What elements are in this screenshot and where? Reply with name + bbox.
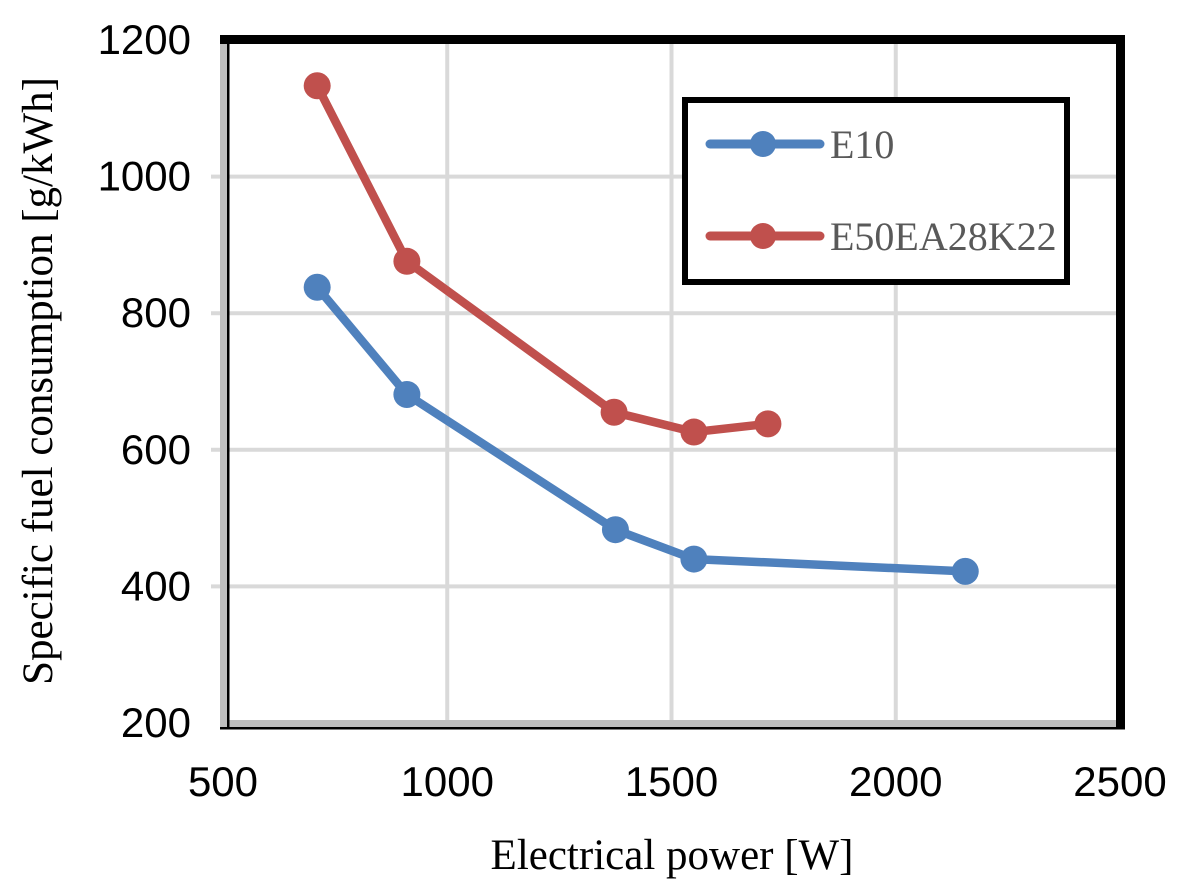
y-axis-title: Specific fuel consumption [g/kWh] bbox=[15, 77, 62, 685]
data-point-e50ea28k22 bbox=[393, 247, 421, 275]
plot-frame bbox=[220, 35, 1125, 730]
x-tick-label: 2000 bbox=[849, 758, 942, 805]
series-layer bbox=[303, 72, 979, 585]
data-point-e50ea28k22 bbox=[754, 410, 782, 438]
data-point-e50ea28k22 bbox=[680, 418, 708, 446]
data-point-e10 bbox=[680, 545, 708, 573]
x-axis-line bbox=[220, 727, 1125, 730]
y-tick-label: 600 bbox=[121, 426, 191, 473]
y-tick-label: 400 bbox=[121, 562, 191, 609]
data-point-e10 bbox=[303, 273, 331, 301]
x-tick-labels: 500 1000 1500 2000 2500 bbox=[188, 758, 1167, 805]
x-tick-label: 500 bbox=[188, 758, 258, 805]
x-axis-bar bbox=[220, 720, 1116, 727]
y-tick-label: 1000 bbox=[98, 153, 191, 200]
legend: E10 E50EA28K22 bbox=[682, 97, 1070, 285]
data-point-e50ea28k22 bbox=[303, 72, 331, 100]
x-tick-label: 1500 bbox=[625, 758, 718, 805]
y-tick-label: 800 bbox=[121, 289, 191, 336]
legend-marker-e50ea28k22 bbox=[750, 223, 776, 249]
x-tick-label: 2500 bbox=[1073, 758, 1166, 805]
series-line-e10 bbox=[312, 282, 970, 576]
data-point-e10 bbox=[951, 557, 979, 585]
y-axis-line bbox=[227, 44, 230, 730]
x-tick-label: 1000 bbox=[401, 758, 494, 805]
x-axis-title: Electrical power [W] bbox=[491, 832, 854, 879]
legend-label-e10: E10 bbox=[830, 122, 894, 167]
y-axis-bar bbox=[220, 44, 227, 727]
data-point-e10 bbox=[601, 516, 629, 544]
y-tick-labels: 200 400 600 800 1000 1200 bbox=[98, 16, 191, 746]
legend-box bbox=[682, 97, 1070, 285]
legend-label-e50ea28k22: E50EA28K22 bbox=[830, 214, 1057, 259]
data-point-e10 bbox=[393, 380, 421, 408]
plot-border-right bbox=[1116, 35, 1125, 730]
plot-border-top bbox=[220, 35, 1125, 44]
legend-marker-e10 bbox=[750, 131, 776, 157]
data-point-e50ea28k22 bbox=[600, 398, 628, 426]
y-tick-label: 200 bbox=[121, 699, 191, 746]
y-tick-label: 1200 bbox=[98, 16, 191, 63]
